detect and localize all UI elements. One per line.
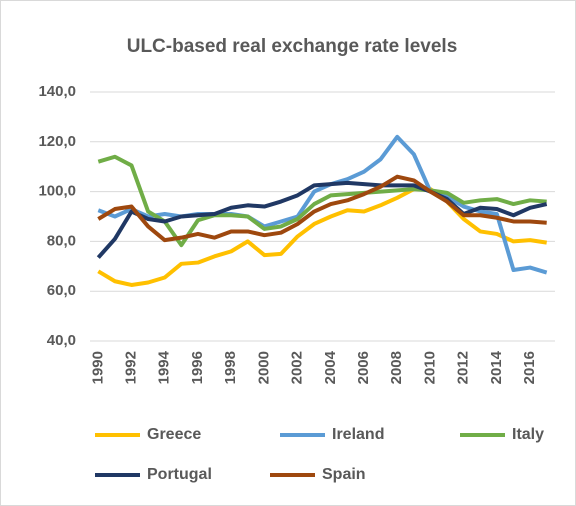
- x-tick-label: 2006: [355, 351, 372, 384]
- x-tick-label: 2002: [289, 351, 306, 384]
- y-tick-label: 100,0: [38, 183, 76, 200]
- legend-label: Portugal: [147, 466, 212, 483]
- x-tick-label: 2014: [488, 350, 505, 384]
- series-line: [97, 174, 547, 243]
- series-line: [96, 180, 548, 259]
- legend-label: Spain: [322, 466, 366, 483]
- y-tick-label: 60,0: [47, 282, 76, 299]
- legend-label: Greece: [147, 426, 201, 443]
- y-tick-label: 140,0: [38, 83, 76, 100]
- series-line: [97, 187, 547, 287]
- chart-title: ULC-based real exchange rate levels: [127, 36, 458, 57]
- x-tick-label: 2012: [455, 351, 472, 384]
- x-tick-label: 2010: [421, 351, 438, 384]
- x-tick-label: 1998: [222, 351, 239, 384]
- x-tick-label: 1992: [122, 351, 139, 384]
- y-tick-label: 40,0: [47, 332, 76, 349]
- y-tick-label: 120,0: [38, 133, 76, 150]
- x-tick-label: 1994: [156, 350, 173, 384]
- x-tick-label: 2016: [521, 351, 538, 384]
- x-tick-label: 1996: [189, 351, 206, 384]
- legend-label: Italy: [512, 426, 544, 443]
- legend-label: Ireland: [332, 426, 384, 443]
- y-tick-label: 80,0: [47, 232, 76, 249]
- x-tick-label: 1990: [89, 351, 106, 384]
- series-line: [97, 154, 547, 248]
- x-tick-label: 2000: [255, 351, 272, 384]
- x-tick-label: 2004: [322, 350, 339, 384]
- x-tick-label: 2008: [388, 351, 405, 384]
